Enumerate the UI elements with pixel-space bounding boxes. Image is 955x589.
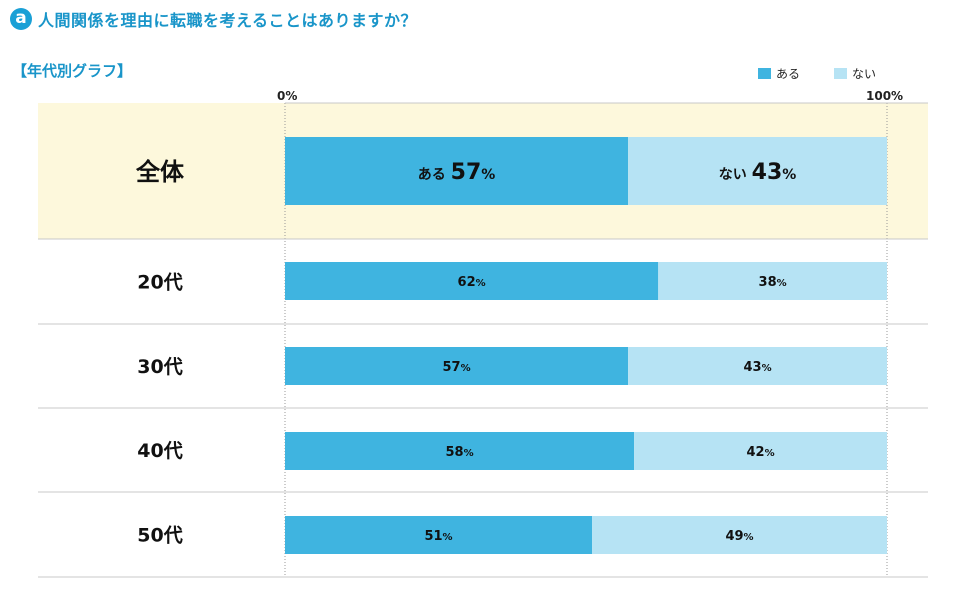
bar-nai	[634, 432, 887, 470]
data-label: 58%	[446, 445, 474, 460]
category-label: 50代	[137, 525, 182, 547]
category-label: 全体	[135, 158, 185, 186]
question-badge: a	[10, 8, 32, 30]
bar-aru	[285, 262, 659, 300]
bar-nai	[628, 137, 887, 205]
chart-legend: ある ない	[758, 65, 876, 82]
legend-swatch-nai	[834, 68, 848, 79]
data-label: 51%	[424, 529, 452, 544]
legend-swatch-aru	[758, 68, 771, 79]
data-label: 43%	[744, 360, 772, 375]
data-label: 38%	[759, 275, 787, 290]
chart-subtitle: 【年代別グラフ】	[12, 62, 133, 80]
legend-label-nai: ない	[852, 67, 877, 81]
data-label: ある 57%	[418, 160, 496, 185]
bar-aru	[285, 432, 635, 470]
category-label: 40代	[137, 440, 182, 462]
data-label: 62%	[458, 275, 486, 290]
bar-nai	[628, 347, 887, 385]
bar-aru	[285, 137, 629, 205]
legend-item-nai: ない	[834, 65, 876, 82]
bar-nai	[592, 516, 887, 554]
axis-tick-0: 0%	[277, 89, 298, 103]
data-label: ない 43%	[719, 160, 797, 185]
question-title: a 人間関係を理由に転職を考えることはありますか？	[10, 6, 417, 32]
category-label: 30代	[137, 356, 182, 378]
bar-aru	[285, 516, 593, 554]
bar-aru	[285, 347, 629, 385]
data-label: 42%	[747, 445, 775, 460]
bar-nai	[658, 262, 887, 300]
category-label: 20代	[137, 272, 182, 294]
data-label: 57%	[443, 360, 471, 375]
question-text: 人間関係を理由に転職を考えることはありますか？	[38, 11, 418, 30]
axis-tick-100: 100%	[866, 89, 904, 103]
legend-item-aru: ある	[758, 65, 800, 82]
data-label: 49%	[725, 529, 753, 544]
legend-label-aru: ある	[776, 67, 801, 81]
